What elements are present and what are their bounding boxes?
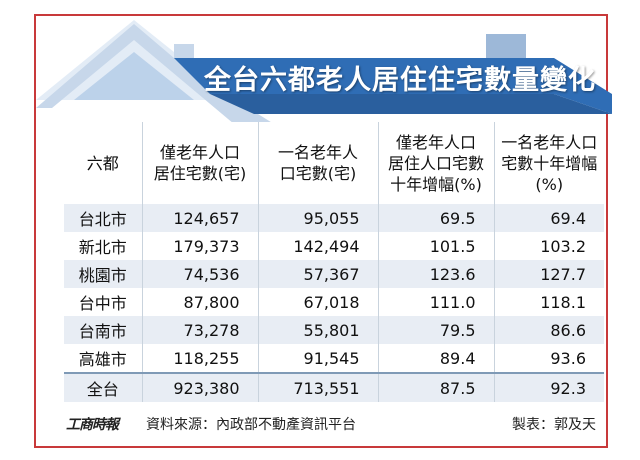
table-row: 台中市 87,800 67,018 111.0 118.1 — [64, 288, 604, 316]
chart-title: 全台六都老人居住住宅數量變化 — [204, 65, 596, 96]
cell-value: 57,367 — [257, 260, 378, 288]
table-row: 新北市 179,373 142,494 101.5 103.2 — [64, 232, 604, 260]
header-elderly-only-growth: 僅老年人口 居住人口宅數 十年增幅(%) — [377, 122, 494, 204]
data-table: 六都 僅老年人口 居住宅數(宅) 一名老年人 口宅數(宅) 僅老年人口 居住人口宅數十… — [64, 122, 604, 402]
cell-value: 118.1 — [493, 288, 604, 316]
newspaper-logo: 工商時報 — [66, 417, 119, 433]
table-header-row: 六都 僅老年人口 居住宅數(宅) 一名老年人 口宅數(宅) 僅老年人口 居住人口宅數十… — [64, 122, 604, 204]
cell-value: 179,373 — [141, 232, 258, 260]
cell-value: 713,551 — [257, 372, 378, 402]
cell-value: 69.5 — [377, 204, 494, 232]
header-elderly-only-households: 僅老年人口 居住宅數(宅) — [141, 122, 258, 204]
cell-city: 台中市 — [64, 288, 142, 316]
house-roof-banner — [36, 20, 612, 124]
table-total-row: 全台 923,380 713,551 87.5 92.3 — [64, 372, 604, 402]
cell-city: 高雄市 — [64, 344, 142, 373]
cell-value: 55,801 — [257, 316, 378, 344]
cell-value: 91,545 — [257, 344, 378, 373]
cell-value: 101.5 — [377, 232, 494, 260]
cell-value: 124,657 — [141, 204, 258, 232]
cell-value: 127.7 — [493, 260, 604, 288]
data-table-panel: 六都 僅老年人口 居住宅數(宅) 一名老年人 口宅數(宅) 僅老年人口 居住人口宅數十… — [64, 122, 604, 402]
table-row: 桃園市 74,536 57,367 123.6 127.7 — [64, 260, 604, 288]
table-row: 高雄市 118,255 91,545 89.4 93.6 — [64, 344, 604, 373]
cell-value: 123.6 — [377, 260, 494, 288]
cell-value: 111.0 — [377, 288, 494, 316]
cell-value: 87.5 — [377, 372, 494, 402]
cell-value: 142,494 — [257, 232, 378, 260]
cell-value: 118,255 — [141, 344, 258, 373]
data-source: 資料來源：內政部不動產資訊平台 — [146, 417, 356, 433]
cell-city: 台北市 — [64, 204, 142, 232]
cell-value: 86.6 — [493, 316, 604, 344]
cell-value: 67,018 — [257, 288, 378, 316]
cell-value: 93.6 — [493, 344, 604, 373]
cell-city: 全台 — [64, 372, 142, 402]
cell-value: 103.2 — [493, 232, 604, 260]
header-single-elderly-households: 一名老年人 口宅數(宅) — [257, 122, 378, 204]
footer: 工商時報 資料來源：內政部不動產資訊平台 製表：郭及天 — [66, 414, 602, 434]
cell-value: 87,800 — [141, 288, 258, 316]
cell-city: 桃園市 — [64, 260, 142, 288]
roof-inner-triangle — [74, 52, 194, 100]
cell-value: 79.5 — [377, 316, 494, 344]
cell-city: 台南市 — [64, 316, 142, 344]
cell-value: 73,278 — [141, 316, 258, 344]
header-single-elderly-growth: 一名老年人口 宅數十年增幅 (%) — [493, 122, 604, 204]
table-row: 台南市 73,278 55,801 79.5 86.6 — [64, 316, 604, 344]
cell-value: 89.4 — [377, 344, 494, 373]
title-banner — [174, 58, 612, 114]
table-credit: 製表：郭及天 — [512, 417, 596, 433]
cell-value: 69.4 — [493, 204, 604, 232]
header-city: 六都 — [86, 153, 119, 173]
roof-outline — [36, 24, 274, 124]
cell-value: 923,380 — [141, 372, 258, 402]
table-row: 台北市 124,657 95,055 69.5 69.4 — [64, 204, 604, 232]
cell-value: 74,536 — [141, 260, 258, 288]
cell-value: 95,055 — [257, 204, 378, 232]
cell-value: 92.3 — [493, 372, 604, 402]
cell-city: 新北市 — [64, 232, 142, 260]
